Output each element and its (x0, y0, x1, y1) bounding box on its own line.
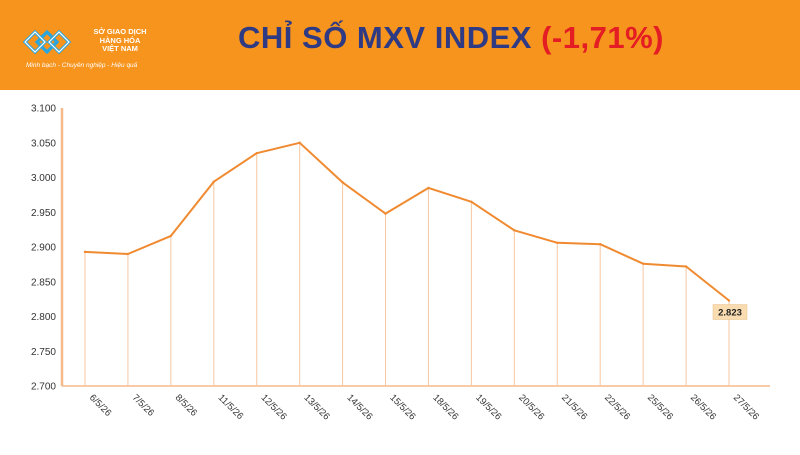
logo-name-line: HÀNG HÓA (99, 35, 141, 45)
x-tick-label: 7/5/26 (130, 392, 156, 418)
data-point (384, 212, 387, 215)
data-point (513, 229, 516, 232)
data-point (83, 250, 87, 254)
x-tick-label: 8/5/26 (173, 392, 199, 418)
x-tick-label: 20/5/26 (516, 392, 546, 422)
x-tick-label: 18/5/26 (430, 392, 460, 422)
x-tick-label: 25/5/26 (645, 392, 675, 422)
logo-icon (22, 29, 72, 55)
last-value-label: 2.823 (718, 308, 742, 319)
x-tick-label: 14/5/26 (344, 392, 374, 422)
y-tick-label: 2.700 (31, 382, 56, 393)
y-tick-label: 2.950 (31, 208, 56, 219)
x-tick-label: 21/5/26 (559, 392, 589, 422)
data-point (641, 262, 645, 265)
logo-name: SỞ GIAO DỊCH HÀNG HÓA VIỆT NAM (80, 27, 160, 54)
logo-slogan: Minh bạch - Chuyên nghiệp - Hiệu quả (26, 62, 138, 69)
data-point (727, 299, 731, 302)
x-tick-label: 27/5/26 (731, 392, 761, 422)
y-tick-label: 3.000 (31, 173, 56, 184)
series-line (84, 141, 730, 302)
x-tick-label: 19/5/26 (473, 392, 503, 422)
y-tick-label: 3.100 (31, 104, 56, 115)
logo-name-line: VIỆT NAM (102, 44, 138, 53)
data-point (341, 181, 344, 184)
page-title: CHỈ SỐ MXV INDEX (-1,71%) (0, 20, 800, 56)
data-point (599, 243, 602, 246)
data-point (298, 141, 301, 144)
y-tick-label: 2.800 (31, 312, 56, 323)
line-chart: 2.700 2.750 2.800 2.850 2.900 2.950 3.000 3.050… (31, 104, 770, 423)
data-point (556, 241, 559, 245)
logo[interactable]: SỞ GIAO DỊCH HÀNG HÓA VIỆT NAM Minh bạch… (22, 22, 182, 72)
y-tick-label: 3.050 (31, 138, 56, 149)
x-tick-label: 13/5/26 (302, 392, 332, 422)
x-tick-label: 26/5/26 (688, 392, 718, 422)
x-tick-label: 12/5/26 (259, 392, 289, 422)
y-tick-label: 2.900 (31, 243, 56, 254)
data-point (255, 151, 258, 155)
x-tick-label: 11/5/26 (216, 392, 246, 422)
data-point (126, 252, 130, 256)
y-tick-label: 2.850 (31, 277, 56, 288)
data-point (212, 180, 215, 183)
title-change: (-1,71%) (541, 20, 664, 55)
x-tick-label: 6/5/26 (87, 392, 113, 418)
data-point (684, 265, 688, 268)
x-tick-label: 15/5/26 (387, 392, 417, 422)
last-value-label-box (712, 304, 748, 320)
data-point (427, 186, 430, 190)
x-tick-label: 22/5/26 (602, 392, 632, 422)
data-point (470, 200, 473, 204)
header-bar: SỞ GIAO DỊCH HÀNG HÓA VIỆT NAM Minh bạch… (0, 0, 800, 90)
title-main: CHỈ SỐ MXV INDEX (238, 20, 532, 55)
data-point (169, 234, 173, 238)
chart-area: 2.700 2.750 2.800 2.850 2.900 2.950 3.000 3.050… (0, 90, 800, 450)
logo-name-line: SỞ GIAO DỊCH (93, 27, 147, 36)
y-tick-label: 2.750 (31, 347, 56, 358)
